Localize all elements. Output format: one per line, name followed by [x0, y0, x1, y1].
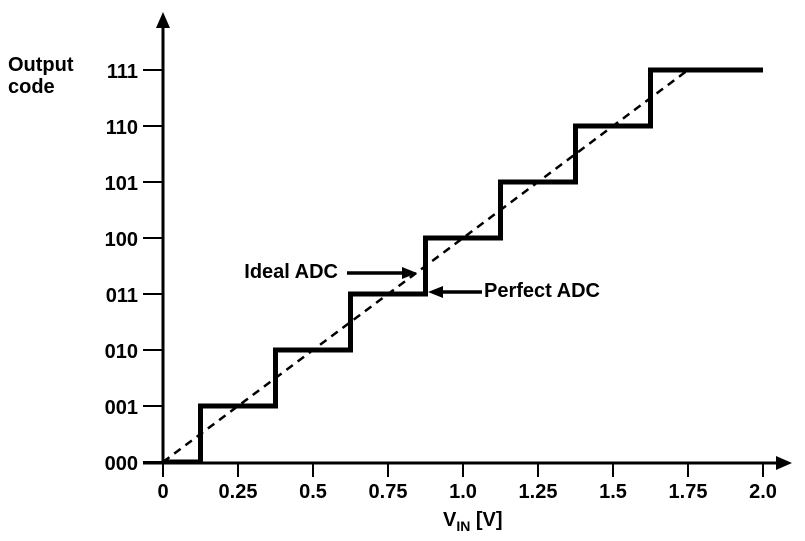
- x-tick-label: 1.75: [669, 481, 708, 503]
- x-tick-label: 1.0: [449, 481, 477, 503]
- ideal-adc-label: Ideal ADC: [244, 261, 338, 283]
- x-tick-label: 0.5: [299, 481, 327, 503]
- y-tick-label: 001: [105, 397, 138, 419]
- ideal-adc-arrowhead: [402, 267, 417, 279]
- y-axis-title: Output code: [8, 54, 74, 98]
- x-tick-label: 1.5: [599, 481, 627, 503]
- y-tick-label: 101: [105, 173, 138, 195]
- perfect-adc-staircase: [163, 67, 763, 465]
- x-tick-label: 2.0: [749, 481, 777, 503]
- x-axis-title-base: V: [443, 509, 457, 531]
- x-axis-title: VIN [V]: [443, 509, 503, 537]
- y-tick-label: 010: [105, 341, 138, 363]
- x-tick-label: 0: [157, 481, 168, 503]
- x-axis-title-sub: IN: [456, 518, 471, 534]
- x-tick-label: 0.75: [369, 481, 408, 503]
- x-axis-title-unit: [V]: [470, 509, 503, 531]
- x-tick-label: 1.25: [519, 481, 558, 503]
- y-tick-label: 100: [105, 229, 138, 251]
- perfect-adc-arrowhead: [428, 286, 443, 298]
- y-tick-label: 110: [106, 117, 138, 139]
- y-axis-arrowhead: [156, 12, 170, 28]
- y-tick-label: 011: [106, 285, 138, 307]
- y-tick-label: 111: [107, 61, 138, 83]
- x-tick-label: 0.25: [219, 481, 258, 503]
- x-axis-arrowhead: [776, 456, 792, 470]
- y-tick-label: 000: [105, 453, 138, 475]
- perfect-adc-label: Perfect ADC: [484, 280, 600, 302]
